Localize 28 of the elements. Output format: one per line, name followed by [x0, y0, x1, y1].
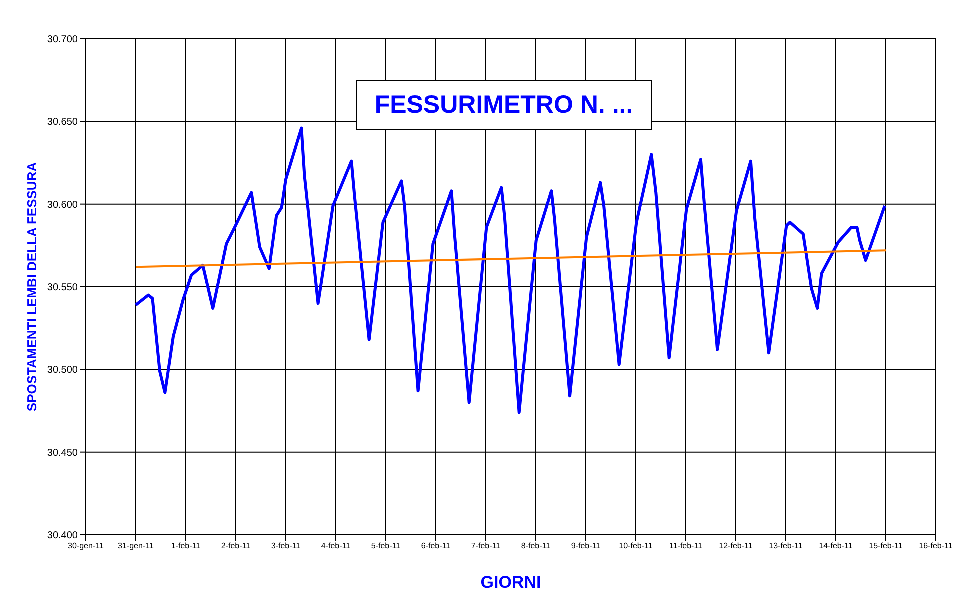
x-tick-label: 5-feb-11 — [371, 542, 402, 551]
y-tick-label: 30.400 — [47, 530, 78, 542]
text: FESSURIMETRO N. ... — [356, 80, 652, 130]
y-tick-label: 30.450 — [47, 448, 78, 459]
x-tick-label: 7-feb-11 — [471, 542, 502, 551]
x-tick-label: 15-feb-11 — [869, 542, 904, 551]
x-tick-label: 8-feb-11 — [521, 542, 552, 551]
y-tick-label: 30.500 — [47, 365, 78, 376]
x-tick-label: 3-feb-11 — [271, 542, 302, 551]
y-tick-label: 30.600 — [47, 200, 78, 211]
y-tick-label: 30.700 — [47, 34, 78, 46]
x-tick-label: 31-gen-11 — [118, 542, 154, 551]
y-axis-title: SPOSTAMENTI LEMBI DELLA FESSURA — [24, 162, 40, 412]
x-tick-label: 6-feb-11 — [421, 542, 452, 551]
x-tick-label: 9-feb-11 — [571, 542, 602, 551]
x-tick-label: 4-feb-11 — [321, 542, 352, 551]
x-tick-label: 2-feb-11 — [221, 542, 252, 551]
x-tick-label: 13-feb-11 — [769, 542, 804, 551]
x-tick-label: 30-gen-11 — [68, 542, 104, 551]
x-tick-label: 10-feb-11 — [619, 542, 654, 551]
y-tick-label: 30.550 — [47, 282, 78, 294]
x-tick-label: 14-feb-11 — [819, 542, 854, 551]
x-tick-label: 11-feb-11 — [669, 542, 704, 551]
x-tick-label: 12-feb-11 — [719, 542, 754, 551]
x-axis-title: GIORNI — [480, 573, 542, 592]
x-tick-label: 1-feb-11 — [171, 542, 202, 551]
x-tick-label: 16-feb-11 — [919, 542, 954, 551]
y-tick-label: 30.650 — [47, 117, 78, 128]
